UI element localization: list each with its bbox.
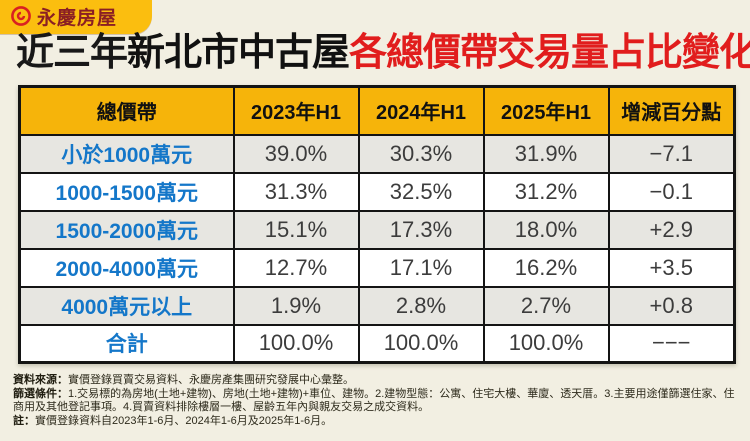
logo-badge: 永慶房屋 bbox=[0, 0, 152, 34]
title-part-bold: 新北市中古屋 bbox=[127, 32, 350, 74]
header-2025h1: 2025年H1 bbox=[482, 85, 610, 136]
page-title: 近三年新北市中古屋各總價帶交易量占比變化 bbox=[16, 32, 750, 75]
yungching-spiral-icon bbox=[10, 5, 32, 27]
price-band-label: 4000萬元以上 bbox=[18, 285, 235, 326]
footnote-filter: 篩選條件：1.交易標的為房地(土地+建物)、房地(土地+建物)+車位、建物。2.… bbox=[13, 388, 739, 415]
price-band-table-wrap: 總價帶 2023年H1 2024年H1 2025年H1 增減百分點 小於1000… bbox=[18, 85, 736, 364]
footnote-note: 註：實價登錄資料自2023年1-6月、2024年1-6月及2025年1-6月。 bbox=[13, 415, 739, 429]
price-band-label: 1500-2000萬元 bbox=[18, 209, 235, 250]
value-cell: 30.3% bbox=[357, 133, 485, 174]
table-row: 2000-4000萬元 12.7% 17.1% 16.2% +3.5 bbox=[18, 247, 736, 288]
footnote-source: 資料來源：實價登錄買賣交易資料、永慶房產集團研究發展中心彙整。 bbox=[13, 374, 739, 388]
header-price-band: 總價帶 bbox=[18, 85, 235, 136]
value-cell: 100.0% bbox=[232, 323, 360, 364]
value-cell: +2.9 bbox=[607, 209, 736, 250]
value-cell: 31.2% bbox=[482, 171, 610, 212]
table-row: 小於1000萬元 39.0% 30.3% 31.9% −7.1 bbox=[18, 133, 736, 174]
title-part-red: 各總價帶交易量占比變化 bbox=[349, 32, 750, 74]
footnote-source-text: 實價登錄買賣交易資料、永慶房產集團研究發展中心彙整。 bbox=[68, 374, 354, 386]
value-cell: 100.0% bbox=[357, 323, 485, 364]
price-band-label: 1000-1500萬元 bbox=[18, 171, 235, 212]
footnote-note-label: 註： bbox=[13, 414, 35, 427]
table-row: 1000-1500萬元 31.3% 32.5% 31.2% −0.1 bbox=[18, 171, 736, 212]
header-2024h1: 2024年H1 bbox=[357, 85, 485, 136]
value-cell: 1.9% bbox=[232, 285, 360, 326]
price-band-label: 2000-4000萬元 bbox=[18, 247, 235, 288]
value-cell: −7.1 bbox=[607, 133, 736, 174]
title-part-light: 近三年 bbox=[16, 32, 128, 74]
brand-name: 永慶房屋 bbox=[37, 7, 118, 29]
value-cell: 17.3% bbox=[357, 209, 485, 250]
table-row: 合計 100.0% 100.0% 100.0% −−− bbox=[18, 323, 736, 364]
header-2023h1: 2023年H1 bbox=[232, 85, 360, 136]
price-band-table: 總價帶 2023年H1 2024年H1 2025年H1 增減百分點 小於1000… bbox=[18, 85, 736, 364]
value-cell: +3.5 bbox=[607, 247, 736, 288]
value-cell: 16.2% bbox=[482, 247, 610, 288]
footnote-source-label: 資料來源： bbox=[13, 374, 68, 386]
value-cell: −0.1 bbox=[607, 171, 736, 212]
value-cell: 17.1% bbox=[357, 247, 485, 288]
price-band-table-body: 小於1000萬元 39.0% 30.3% 31.9% −7.1 1000-1500萬元 31… bbox=[18, 133, 736, 364]
value-cell: +0.8 bbox=[607, 285, 736, 326]
header-change: 增減百分點 bbox=[607, 85, 736, 136]
value-cell: 12.7% bbox=[232, 247, 360, 288]
value-cell: 18.0% bbox=[482, 209, 610, 250]
footnotes: 資料來源：實價登錄買賣交易資料、永慶房產集團研究發展中心彙整。 篩選條件：1.交… bbox=[13, 374, 739, 428]
value-cell: 15.1% bbox=[232, 209, 360, 250]
footnote-filter-label: 篩選條件： bbox=[13, 387, 68, 400]
value-cell: 32.5% bbox=[357, 171, 485, 212]
value-cell: −−− bbox=[607, 323, 736, 364]
value-cell: 2.8% bbox=[357, 285, 485, 326]
value-cell: 39.0% bbox=[232, 133, 360, 174]
footnote-filter-text: 1.交易標的為房地(土地+建物)、房地(土地+建物)+車位、建物。2.建物型態：… bbox=[13, 387, 735, 414]
value-cell: 2.7% bbox=[482, 285, 610, 326]
table-row: 1500-2000萬元 15.1% 17.3% 18.0% +2.9 bbox=[18, 209, 736, 250]
table-header-row: 總價帶 2023年H1 2024年H1 2025年H1 增減百分點 bbox=[18, 85, 736, 136]
value-cell: 100.0% bbox=[482, 323, 610, 364]
value-cell: 31.9% bbox=[482, 133, 610, 174]
table-row: 4000萬元以上 1.9% 2.8% 2.7% +0.8 bbox=[18, 285, 736, 326]
value-cell: 31.3% bbox=[232, 171, 360, 212]
price-band-label: 合計 bbox=[18, 323, 235, 364]
footnote-note-text: 實價登錄資料自2023年1-6月、2024年1-6月及2025年1-6月。 bbox=[35, 414, 333, 427]
price-band-label: 小於1000萬元 bbox=[18, 133, 235, 174]
